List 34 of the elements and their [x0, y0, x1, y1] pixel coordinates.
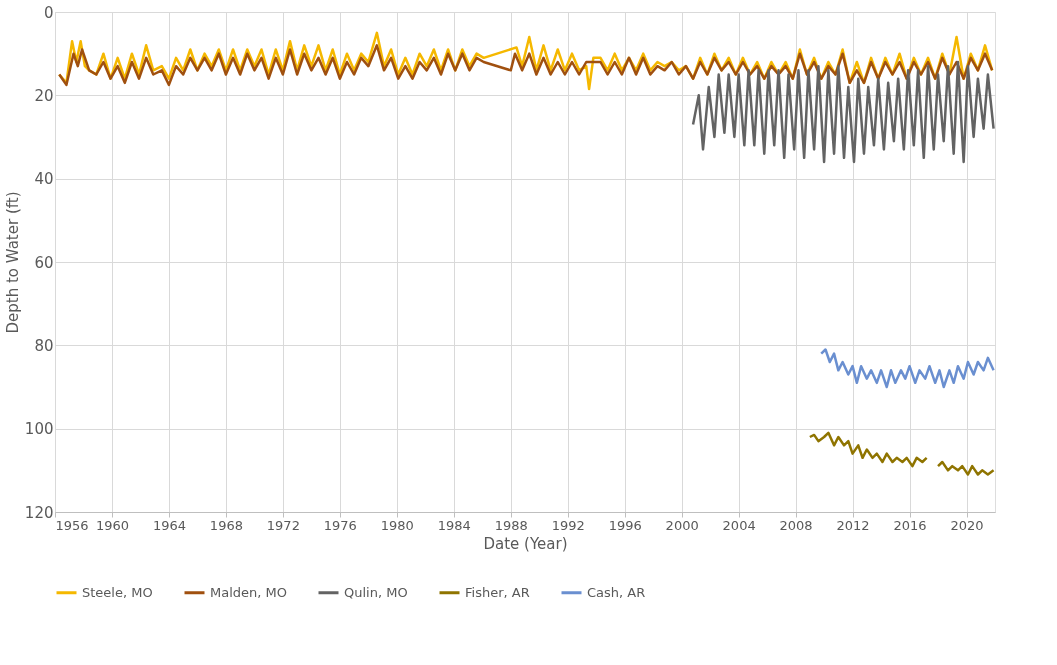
x-tick-label: 1980: [380, 517, 414, 533]
x-tick-label: 1988: [494, 517, 528, 533]
x-tick-label: 1956: [55, 517, 89, 533]
x-tick-label: 1960: [95, 517, 130, 533]
y-tick-label: 100: [24, 420, 54, 439]
x-tick-label: 1992: [551, 517, 585, 533]
x-tick-label: 1976: [323, 517, 357, 533]
x-tick-label: 1968: [209, 517, 243, 533]
x-tick-label: 1996: [608, 517, 642, 533]
legend-label: Steele, MO: [82, 584, 153, 600]
x-tick-label: 2000: [665, 517, 699, 533]
y-tick-label: 20: [34, 86, 54, 105]
x-tick-label: 2012: [836, 517, 870, 533]
x-tick-label: 1972: [266, 517, 300, 533]
y-tick-label: 0: [43, 3, 54, 22]
y-tick-label: 60: [34, 253, 54, 272]
line-series: [819, 348, 995, 389]
y-tick-label: 40: [34, 170, 54, 189]
x-axis-title: Date (Year): [483, 534, 568, 553]
y-axis-title: Depth to Water (ft): [3, 191, 22, 334]
y-tick-label: 120: [24, 503, 54, 522]
legend-label: Cash, AR: [587, 584, 646, 600]
x-tick-label: 1964: [152, 517, 186, 533]
line-series: [58, 44, 994, 87]
x-tick-label: 2008: [779, 517, 813, 533]
line-series: [691, 60, 995, 164]
legend-label: Fisher, AR: [465, 584, 530, 600]
x-tick-label: 2016: [893, 517, 927, 533]
x-tick-label: 2004: [722, 517, 756, 533]
x-tick-label: 1984: [437, 517, 471, 533]
legend-label: Malden, MO: [210, 584, 287, 600]
x-tick-label: 2020: [950, 517, 984, 533]
y-tick-label: 80: [34, 336, 54, 355]
legend-label: Qulin, MO: [344, 584, 408, 600]
